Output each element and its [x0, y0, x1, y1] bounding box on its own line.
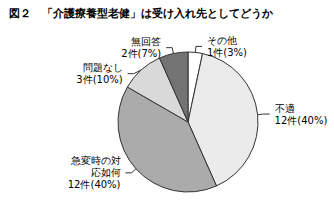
svg-text:12件(40%): 12件(40%): [275, 115, 328, 126]
svg-text:2件(7%): 2件(7%): [121, 48, 161, 59]
svg-text:無回答: 無回答: [131, 36, 161, 47]
svg-text:不適: 不適: [275, 103, 295, 114]
svg-text:3件(10%): 3件(10%): [76, 74, 122, 85]
svg-text:1件(3%): 1件(3%): [207, 47, 247, 58]
svg-text:問題なし: 問題なし: [83, 62, 123, 73]
svg-text:12件(40%): 12件(40%): [68, 179, 121, 190]
svg-text:図２ 「介護療養型老健」は受け入れ先としてどうか: 図２ 「介護療養型老健」は受け入れ先としてどうか: [9, 7, 274, 20]
svg-text:急変時の対: 急変時の対: [70, 155, 121, 166]
svg-text:その他: その他: [207, 35, 237, 46]
svg-text:応如何: 応如何: [91, 167, 121, 178]
